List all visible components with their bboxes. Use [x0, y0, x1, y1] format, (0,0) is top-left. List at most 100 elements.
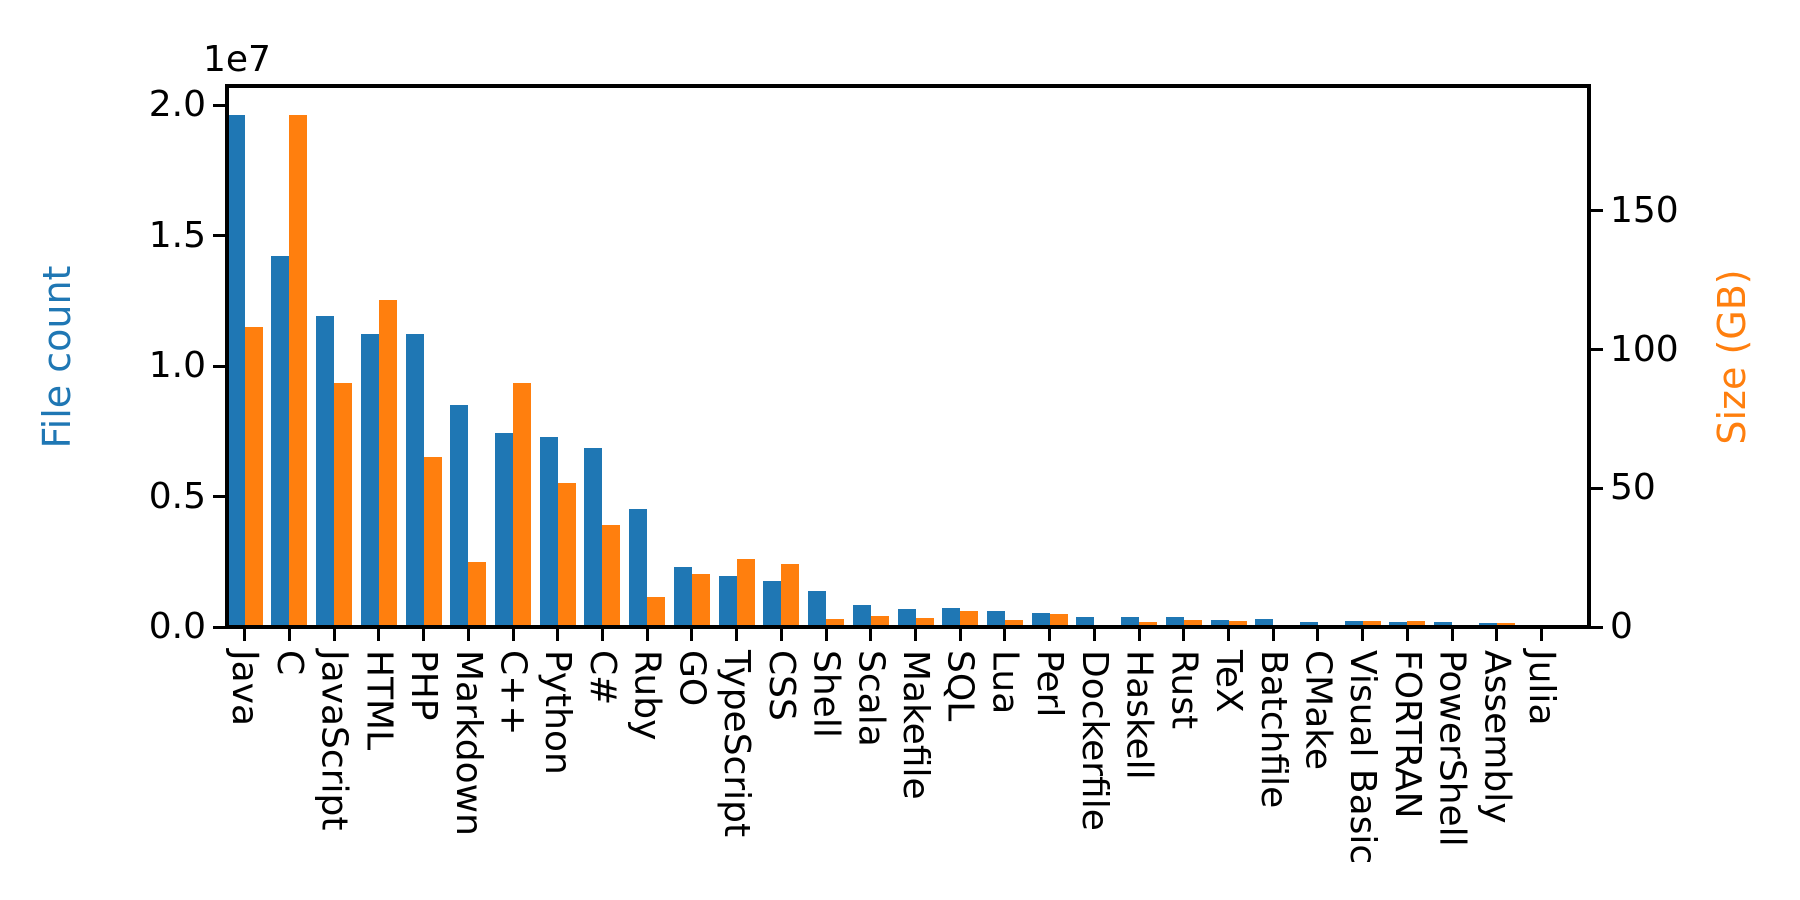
x-tick-label-Visual Basic: Visual Basic	[1342, 650, 1384, 865]
x-tick	[1271, 627, 1275, 641]
bar-file-count-Visual Basic	[1344, 621, 1363, 627]
x-tick-label-TeX: TeX	[1208, 650, 1250, 713]
bar-file-count-Perl	[1031, 613, 1050, 627]
bar-file-count-JavaScript	[316, 316, 335, 627]
left-y-tick	[213, 364, 227, 368]
x-tick-label-Batchfile: Batchfile	[1252, 650, 1294, 809]
x-tick-label-PHP: PHP	[403, 650, 445, 721]
x-tick	[914, 627, 917, 641]
bottom-spine	[225, 625, 1591, 629]
bar-file-count-Scala	[852, 604, 871, 627]
x-tick	[735, 627, 739, 641]
bar-size-gb-Haskell	[1139, 621, 1158, 627]
bar-size-gb-C++	[513, 382, 532, 627]
x-tick-label-Assembly: Assembly	[1476, 650, 1518, 824]
right-y-tick-label: 150	[1610, 189, 1679, 231]
x-tick-label-Julia: Julia	[1521, 650, 1563, 726]
bar-file-count-Batchfile	[1255, 619, 1274, 627]
bar-file-count-Python	[539, 436, 558, 627]
bar-size-gb-Python	[557, 482, 576, 627]
bar-size-gb-TypeScript	[736, 559, 755, 627]
left-y-tick-label: 1.0	[148, 345, 206, 387]
x-tick	[1316, 627, 1320, 641]
left-y-tick-label: 1.5	[148, 214, 206, 256]
x-tick	[1227, 627, 1231, 641]
bar-file-count-HTML	[360, 333, 379, 627]
x-tick-label-FORTRAN: FORTRAN	[1386, 650, 1428, 819]
bar-size-gb-GO	[691, 574, 710, 627]
x-tick	[1495, 627, 1499, 641]
x-tick	[556, 627, 560, 641]
x-tick-label-C#: C#	[581, 650, 623, 706]
bar-file-count-C	[271, 256, 290, 627]
x-tick	[958, 627, 962, 641]
x-tick	[466, 627, 470, 641]
x-tick-label-Markdown: Markdown	[447, 650, 489, 836]
bar-file-count-SQL	[942, 608, 961, 627]
x-tick-label-SQL: SQL	[939, 650, 981, 722]
bar-size-gb-FORTRAN	[1407, 620, 1426, 627]
x-tick	[511, 627, 515, 641]
bar-size-gb-Java	[244, 327, 263, 627]
x-tick-label-C: C	[268, 650, 310, 676]
x-tick	[1092, 627, 1096, 641]
right-y-tick	[1589, 209, 1603, 213]
x-tick-label-Rust: Rust	[1163, 650, 1205, 730]
bar-size-gb-Lua	[1004, 619, 1023, 627]
left-y-tick-label: 2.0	[148, 84, 206, 126]
right-y-tick	[1589, 348, 1603, 352]
x-tick-label-Perl: Perl	[1029, 650, 1071, 718]
x-tick-label-JavaScript: JavaScript	[313, 650, 355, 831]
left-spine	[225, 84, 229, 629]
bar-size-gb-Ruby	[647, 596, 666, 627]
left-y-tick	[213, 103, 227, 107]
bar-size-gb-CSS	[781, 564, 800, 627]
bar-file-count-Java	[226, 115, 245, 627]
bar-size-gb-Perl	[1049, 613, 1068, 627]
left-y-tick	[213, 495, 227, 498]
x-tick	[1182, 627, 1186, 641]
right-y-tick-label: 0	[1610, 606, 1633, 647]
bar-file-count-Lua	[986, 611, 1005, 627]
bar-file-count-C#	[584, 447, 603, 627]
x-tick-label-TypeScript: TypeScript	[716, 650, 758, 838]
x-tick	[645, 627, 649, 641]
bar-size-gb-Makefile	[915, 618, 934, 627]
x-tick-label-PowerShell: PowerShell	[1431, 650, 1473, 847]
top-spine	[225, 84, 1591, 88]
bar-size-gb-HTML	[378, 299, 397, 627]
left-y-tick-label: 0.0	[148, 606, 206, 647]
x-tick	[243, 627, 247, 641]
bar-size-gb-PHP	[423, 456, 442, 627]
x-tick-label-Dockerfile: Dockerfile	[1073, 650, 1115, 831]
x-tick	[1450, 627, 1454, 641]
x-tick	[869, 627, 873, 641]
x-tick	[600, 627, 604, 641]
x-tick	[422, 627, 426, 641]
bar-file-count-PHP	[405, 333, 424, 627]
x-tick-label-Makefile: Makefile	[895, 650, 936, 800]
left-y-tick-label: 0.5	[148, 475, 206, 517]
bar-file-count-PowerShell	[1434, 621, 1453, 627]
left-y-tick	[213, 625, 227, 629]
bar-file-count-Ruby	[629, 509, 648, 627]
x-tick-label-Lua: Lua	[984, 650, 1026, 715]
bar-size-gb-Scala	[870, 616, 889, 627]
x-tick-label-Haskell: Haskell	[1118, 650, 1160, 780]
bar-size-gb-Markdown	[468, 562, 487, 627]
right-y-tick	[1589, 625, 1603, 629]
bar-size-gb-Shell	[826, 619, 845, 627]
x-tick	[1361, 627, 1365, 641]
y-axis-offset-label: 1e7	[203, 39, 271, 80]
bar-file-count-Dockerfile	[1076, 616, 1095, 627]
x-tick	[1540, 627, 1544, 641]
x-tick-label-CSS: CSS	[760, 650, 802, 721]
bar-file-count-Markdown	[450, 405, 469, 627]
bar-file-count-TypeScript	[718, 575, 737, 627]
x-tick-label-GO: GO	[671, 650, 713, 707]
right-spine	[1587, 84, 1591, 629]
left-y-tick	[213, 234, 227, 238]
bar-file-count-Shell	[808, 590, 827, 627]
x-tick	[824, 627, 828, 641]
